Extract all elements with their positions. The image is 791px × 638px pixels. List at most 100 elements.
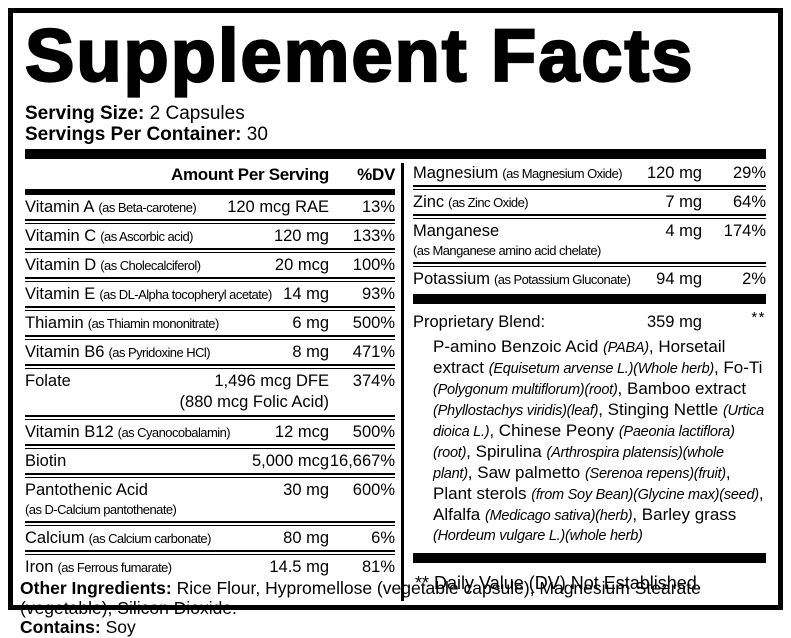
nutrient-source: (as DL-Alpha tocopheryl acetate) <box>99 287 272 302</box>
servings-per-container-label: Servings Per Container: <box>25 124 242 145</box>
blend-ingredient-segment: (Medicago sativa)(herb) <box>484 508 633 524</box>
servings-per-container-value: 30 <box>246 124 268 145</box>
blend-ingredient-segment: , Fo-Ti <box>713 358 763 377</box>
contains-label: Contains: <box>20 617 101 637</box>
nutrient-source: (as Potassium Gluconate) <box>494 272 631 287</box>
row-separator <box>25 277 395 282</box>
nutrient-row-vitamin-b6: Vitamin B6 (as Pyridoxine HCl) 8 mg 471% <box>25 340 395 364</box>
nutrient-column-left: Amount Per Serving %DV Vitamin A (as Beta… <box>25 161 395 603</box>
nutrient-name: Manganese <box>413 222 500 240</box>
nutrient-dv: 174% <box>723 222 766 240</box>
nutrient-amount: 120 mg <box>273 227 329 245</box>
nutrient-source: (as Ferrous fumarate) <box>57 560 172 575</box>
row-separator <box>25 219 395 224</box>
nutrient-source: (as Cholecalciferol) <box>100 258 201 273</box>
nutrient-amount: 14.5 mg <box>269 558 329 576</box>
row-separator <box>25 306 395 311</box>
nutrient-name: Potassium <box>413 270 491 288</box>
nutrient-dv: 6% <box>371 529 395 547</box>
nutrient-amount: 80 mg <box>283 529 329 547</box>
nutrient-row-thiamin: Thiamin (as Thiamin mononitrate) 6 mg 500… <box>25 311 395 335</box>
nutrient-row-vitamin-c: Vitamin C (as Ascorbic acid) 120 mg 133% <box>25 224 395 248</box>
nutrient-dv: 500% <box>352 423 395 441</box>
nutrient-dv: 374% <box>352 372 395 390</box>
serving-size-value: 2 Capsules <box>149 103 245 124</box>
nutrient-dv: 471% <box>352 343 395 361</box>
nutrient-name: Pantothenic Acid <box>25 481 148 499</box>
blend-ingredient-segment: (from Soy Bean)(Glycine max)(seed) <box>531 487 759 503</box>
row-separator <box>413 214 766 219</box>
nutrient-amount: 120 mg <box>646 164 702 182</box>
nutrient-dv: 29% <box>732 164 766 182</box>
nutrient-name: Vitamin A <box>25 198 95 216</box>
nutrient-source: (as Pyridoxine HCl) <box>108 345 211 360</box>
blend-ingredient-segment: (Hordeum vulgare L.)(whole herb) <box>433 528 643 544</box>
nutrient-dv: 133% <box>352 227 395 245</box>
label-footer: Other Ingredients: Rice Flour, Hypromello… <box>20 578 768 638</box>
nutrient-name: Vitamin B12 <box>25 423 114 441</box>
nutrient-dv: 13% <box>361 198 395 216</box>
blend-ingredient-segment: , Barley grass <box>632 505 737 524</box>
header-percent-dv: %DV <box>357 165 395 184</box>
blend-ingredient-segment: (Polygonum multiflorum)(root) <box>433 382 618 398</box>
nutrient-row-folate: Folate 1,496 mcg DFE 374% <box>25 369 395 393</box>
nutrient-source: (as Magnesium Oxide) <box>502 166 623 181</box>
nutrient-name: Folate <box>25 372 71 390</box>
nutrient-amount: 94 mg <box>656 270 702 288</box>
nutrient-amount: 120 mcg RAE <box>227 198 329 216</box>
nutrient-amount: 12 mcg <box>274 423 329 441</box>
blend-ingredient-segment: , Plant sterols <box>433 463 731 503</box>
nutrient-source: (as Cyanocobalamin) <box>117 425 231 440</box>
row-separator <box>25 444 395 449</box>
nutrient-name: Calcium <box>25 529 85 547</box>
nutrient-amount: 6 mg <box>292 314 329 332</box>
nutrient-row-iron: Iron (as Ferrous fumarate) 14.5 mg 81% <box>25 555 395 579</box>
serving-size-label: Serving Size: <box>25 103 145 124</box>
nutrient-columns: Amount Per Serving %DV Vitamin A (as Beta… <box>25 161 766 603</box>
nutrient-dv: 81% <box>361 558 395 576</box>
nutrient-dv: 600% <box>352 481 395 499</box>
blend-ingredient-segment: , Saw palmetto <box>467 463 585 482</box>
nutrient-amount: 30 mg <box>283 481 329 499</box>
panel-title: Supplement Facts <box>24 14 695 97</box>
nutrient-name: Magnesium <box>413 164 499 182</box>
nutrient-row-vitamin-e: Vitamin E (as DL-Alpha tocopheryl acetate… <box>25 282 395 306</box>
blend-ingredient-segment: (Paeonia lactiflora)(root) <box>433 424 735 461</box>
nutrient-name: Zinc <box>413 193 445 211</box>
blend-ingredient-segment: , Stinging Nettle <box>598 400 723 419</box>
blend-ingredient-segment: (Serenoa repens)(fruit) <box>584 466 726 482</box>
row-separator <box>25 248 395 253</box>
servings-per-container-line: Servings Per Container: 30 <box>25 124 766 145</box>
row-separator <box>25 521 395 526</box>
nutrient-source: (as Thiamin mononitrate) <box>87 316 220 331</box>
blend-ingredient-segment: , Bamboo extract <box>617 379 747 398</box>
nutrient-dv: 16,667% <box>329 452 395 470</box>
nutrient-amount-secondary: (880 mcg Folic Acid) <box>179 393 329 411</box>
row-separator <box>25 335 395 340</box>
row-separator <box>413 262 766 267</box>
nutrient-name: Vitamin C <box>25 227 97 245</box>
nutrient-source: (as Ascorbic acid) <box>100 229 193 244</box>
nutrient-column-right: Magnesium (as Magnesium Oxide) 120 mg 29%… <box>413 161 766 603</box>
supplement-facts-panel: Supplement Facts Serving Size: 2 Capsules… <box>8 8 783 610</box>
nutrient-source: (as Manganese amino acid chelate) <box>413 243 601 258</box>
header-amount-per-serving: Amount Per Serving <box>170 165 329 184</box>
nutrient-row-potassium: Potassium (as Potassium Gluconate) 94 mg … <box>413 267 766 291</box>
table-header-row: Amount Per Serving %DV <box>25 161 395 189</box>
nutrient-row-pantothenic-acid: Pantothenic Acid 30 mg 600% <box>25 478 395 502</box>
nutrient-dv: 100% <box>352 256 395 274</box>
blend-ingredient-segment: , Chinese Peony <box>489 421 619 440</box>
blend-ingredient-segment: , Alfalfa <box>433 484 764 524</box>
nutrient-source: (as Calcium carbonate) <box>88 531 212 546</box>
row-separator <box>25 473 395 478</box>
nutrient-name: Vitamin E <box>25 285 96 303</box>
blend-divider-bar <box>413 294 766 304</box>
nutrient-dv: 2% <box>742 270 766 288</box>
dv-footnote: ** Daily Value (DV) Not Established. <box>415 573 702 593</box>
contains-line: Contains: Soy <box>20 617 768 638</box>
blend-amount: 359 mg <box>646 313 702 331</box>
nutrient-row-vitamin-d: Vitamin D (as Cholecalciferol) 20 mcg 100… <box>25 253 395 277</box>
footnote-divider-bar <box>413 553 766 563</box>
blend-ingredients: P-amino Benzoic Acid (PABA), Horsetail e… <box>433 337 766 546</box>
nutrient-amount: 20 mcg <box>274 256 329 274</box>
